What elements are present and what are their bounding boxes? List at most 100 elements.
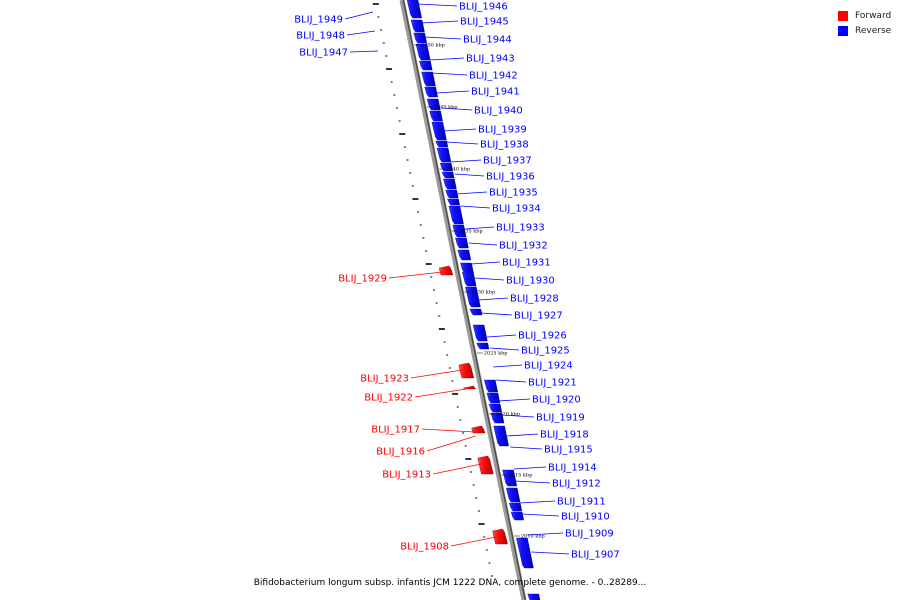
gene-label-blij_1933: BLIJ_1933 [496, 223, 545, 234]
label-leader-line [531, 551, 570, 555]
gene-label-blij_1947: BLIJ_1947 [299, 48, 348, 59]
reverse-gene-block [415, 43, 431, 61]
scale-label: 2030 kbp [471, 290, 495, 296]
reverse-gene-block [508, 502, 523, 512]
label-leader-line [465, 226, 495, 230]
gene-label-blij_1925: BLIJ_1925 [521, 346, 570, 357]
label-leader-line [507, 433, 539, 437]
genome-caption: Bifidobacterium longum subsp. infantis J… [253, 578, 647, 588]
gene-label-blij_1915: BLIJ_1915 [544, 445, 593, 456]
gene-label-blij_1940: BLIJ_1940 [474, 106, 523, 117]
gene-label-blij_1943: BLIJ_1943 [466, 54, 515, 65]
label-leader-line [460, 205, 491, 209]
forward-gene-block [458, 362, 475, 379]
gene-features [406, 0, 541, 600]
label-leader-line [518, 500, 556, 504]
gene-label-blij_1948: BLIJ_1948 [296, 31, 345, 42]
label-leader-line [481, 312, 513, 316]
label-leader-line [432, 72, 468, 76]
reverse-gene-block [441, 171, 455, 179]
gene-label-blij_1929: BLIJ_1929 [338, 274, 387, 285]
label-leader-line [456, 191, 488, 195]
forward-gene-block [463, 385, 477, 390]
label-leader-line [429, 57, 465, 61]
label-leader-line [478, 297, 509, 301]
label-leaders [344, 3, 570, 555]
reverse-gene-block [421, 71, 436, 87]
scale-label: 2020 kbp [496, 412, 520, 418]
gene-label-blij_1918: BLIJ_1918 [540, 430, 589, 441]
label-leader-line [468, 242, 498, 246]
scale-label: 2045 kbp [434, 105, 458, 111]
label-leader-line [487, 334, 517, 338]
gene-label-blij_1919: BLIJ_1919 [536, 413, 585, 424]
gene-label-blij_1914: BLIJ_1914 [548, 463, 597, 474]
reverse-gene-block [436, 147, 452, 163]
label-leader-line [450, 159, 482, 163]
reverse-gene-block [486, 392, 501, 404]
tick-marks [372, 3, 494, 577]
gene-label-blij_1934: BLIJ_1934 [492, 204, 541, 215]
reverse-gene-block [455, 237, 469, 249]
forward-swatch [838, 10, 848, 21]
reverse-gene-block [443, 178, 457, 190]
reverse-gene-block [431, 121, 447, 141]
gene-label-blij_1917: BLIJ_1917 [371, 425, 420, 436]
label-leader-line [495, 379, 527, 383]
reverse-gene-block [527, 593, 541, 600]
label-leader-line [421, 428, 475, 433]
gene-label-blij_1926: BLIJ_1926 [518, 331, 567, 342]
label-leader-line [450, 536, 497, 547]
gene-label-blij_1921: BLIJ_1921 [528, 378, 577, 389]
gene-label-blij_1944: BLIJ_1944 [463, 35, 512, 46]
gene-label-blij_1910: BLIJ_1910 [561, 512, 610, 523]
reverse-gene-block [457, 249, 472, 261]
reverse-swatch [838, 25, 848, 36]
label-leader-line [513, 466, 547, 470]
gene-label-blij_1908: BLIJ_1908 [400, 542, 449, 553]
forward-gene-block [492, 528, 508, 545]
label-leader-line [424, 36, 462, 40]
gene-label-blij_1920: BLIJ_1920 [532, 395, 581, 406]
label-leader-line [501, 414, 535, 418]
reverse-gene-block [447, 198, 460, 206]
gene-label-blij_1913: BLIJ_1913 [382, 470, 431, 481]
legend: Forward Reverse [838, 8, 891, 38]
gene-label-blij_1936: BLIJ_1936 [486, 172, 535, 183]
gene-label-blij_1922: BLIJ_1922 [364, 393, 413, 404]
gene-label-blij_1911: BLIJ_1911 [557, 497, 606, 508]
reverse-gene-block [452, 224, 467, 238]
reverse-gene-block [462, 271, 477, 287]
legend-forward: Forward [838, 8, 891, 23]
forward-gene-block [477, 455, 494, 475]
reverse-gene-block [435, 140, 449, 148]
gene-label-blij_1930: BLIJ_1930 [506, 276, 555, 287]
label-leader-line [446, 141, 479, 145]
gene-label-blij_1924: BLIJ_1924 [524, 361, 573, 372]
reverse-gene-block [510, 511, 524, 521]
genome-axis [399, 0, 527, 600]
label-leader-line [515, 480, 551, 484]
reverse-gene-block [419, 60, 433, 71]
reverse-gene-block [448, 205, 464, 225]
reverse-gene-block [406, 0, 422, 19]
scale-label: 2035 kbp [459, 229, 483, 235]
label-leader-line [426, 435, 476, 452]
gene-label-blij_1907: BLIJ_1907 [571, 550, 620, 561]
gene-label-blij_1932: BLIJ_1932 [499, 241, 548, 252]
reverse-gene-block [469, 308, 483, 316]
legend-reverse: Reverse [838, 23, 891, 38]
gene-label-blij_1931: BLIJ_1931 [502, 258, 551, 269]
reverse-gene-block [505, 487, 521, 503]
reverse-gene-block [410, 19, 425, 33]
gene-label-blij_1945: BLIJ_1945 [460, 17, 509, 28]
gene-label-blij_1935: BLIJ_1935 [489, 188, 538, 199]
reverse-gene-block [429, 110, 443, 122]
forward-gene-block [438, 265, 454, 276]
scale-labels: 2050 kbp 2045 kbp 2040 kbp 2035 kbp 2030 kbp… [414, 43, 545, 540]
label-leader-line [474, 277, 505, 281]
label-leader-line [441, 107, 473, 111]
label-leader-line [418, 3, 458, 7]
reverse-gene-block [476, 342, 490, 350]
